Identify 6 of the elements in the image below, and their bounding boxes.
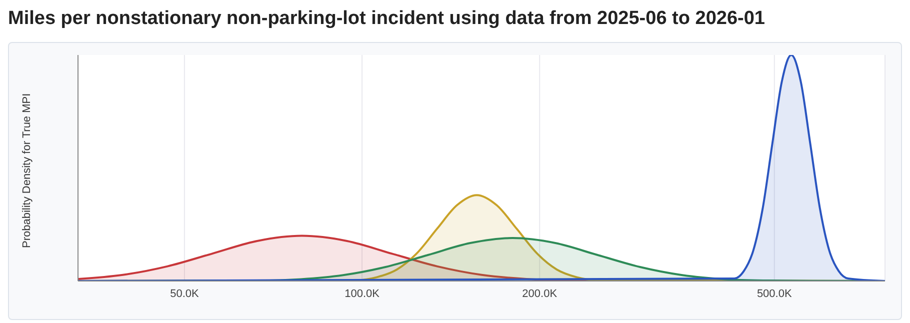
y-axis-title: Probability Density for True MPI xyxy=(20,93,33,248)
chart-title: Miles per nonstationary non-parking-lot incident using data from 2025-06 to 2026-01 xyxy=(8,8,766,30)
x-tick-label: 100.0K xyxy=(344,288,380,300)
x-tick-label: 200.0K xyxy=(522,288,558,300)
x-tick-label: 500.0K xyxy=(756,288,792,300)
x-tick-label: 50.0K xyxy=(170,288,200,300)
